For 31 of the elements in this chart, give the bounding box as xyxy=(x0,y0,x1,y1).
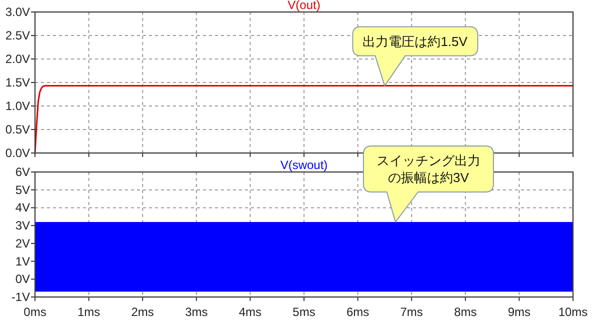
y-tick-label: 3.0V xyxy=(5,5,30,19)
y-tick-label: 2V xyxy=(15,236,30,250)
y-tick-label: 6V xyxy=(15,165,30,179)
x-tick-label: 9ms xyxy=(508,305,531,319)
y-tick-label: 5V xyxy=(15,182,30,197)
y-tick-label: 2.5V xyxy=(5,28,30,42)
y-tick-label: 0.5V xyxy=(5,122,30,136)
y-tick-label: 4V xyxy=(15,200,30,215)
annotation: スイッチング出力の振幅は約3V xyxy=(375,152,482,186)
line-series xyxy=(34,85,574,154)
annotation: 出力電圧は約1.5V xyxy=(362,32,468,50)
x-tick-label: 1ms xyxy=(77,305,100,319)
y-tick-label: -1V xyxy=(11,290,30,304)
x-tick-label: 6ms xyxy=(346,305,370,319)
x-tick-label: 10ms xyxy=(558,305,588,319)
x-tick-label: 0ms xyxy=(24,305,46,319)
y-tick-label: 1V xyxy=(15,254,30,268)
x-tick-label: 5ms xyxy=(292,305,316,319)
x-tick-label: 4ms xyxy=(238,305,262,319)
y-tick-label: 0V xyxy=(15,272,30,286)
x-tick-label: 3ms xyxy=(185,305,208,319)
y-tick-label: 1.0V xyxy=(5,99,30,113)
text: V(out) xyxy=(288,0,320,12)
x-tick-label: 2ms xyxy=(131,305,154,319)
x-tick-label: 7ms xyxy=(400,305,423,319)
band-label: V(swout) xyxy=(280,158,328,172)
y-tick-label: 1.5V xyxy=(5,76,30,90)
y-tick-label: 0.0V xyxy=(5,146,30,160)
y-tick-label: 2.0V xyxy=(5,52,30,66)
x-tick-label: 8ms xyxy=(454,305,477,319)
y-tick-label: 3V xyxy=(15,218,30,233)
